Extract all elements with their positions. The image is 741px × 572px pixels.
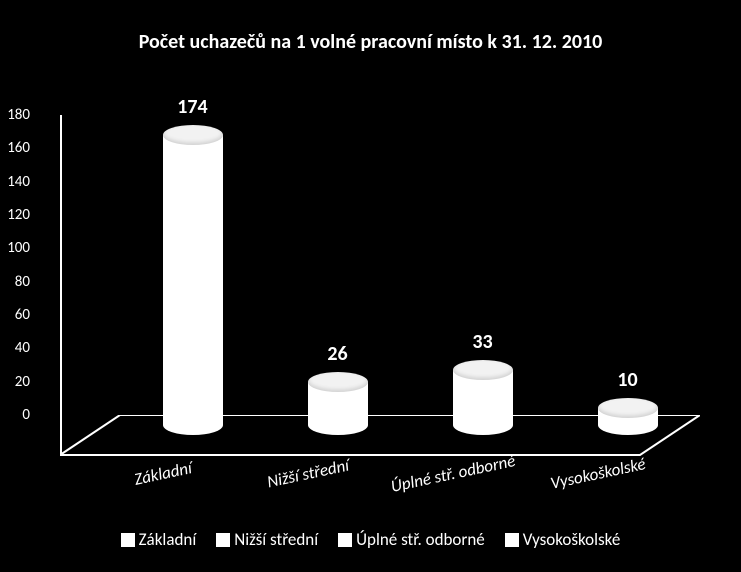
- legend-item: Vysokoškolské: [505, 529, 621, 550]
- legend-marker-icon: [505, 533, 519, 547]
- bar-cylinder: [598, 398, 658, 435]
- chart-plot-area: 174263310: [60, 115, 700, 455]
- legend-label: Vysokoškolské: [523, 529, 621, 550]
- legend-marker-icon: [216, 533, 230, 547]
- bar-cylinder: [453, 360, 513, 435]
- y-tick-label: 60: [2, 306, 30, 324]
- legend-label: Úplné stř. odborné: [356, 529, 485, 550]
- y-axis-line: [60, 115, 62, 455]
- legend-item: Nižší střední: [216, 529, 318, 550]
- bar-value-label: 10: [588, 368, 668, 392]
- bar-value-label: 174: [153, 95, 233, 119]
- y-tick-label: 120: [2, 206, 30, 224]
- bar-cylinder: [308, 372, 368, 435]
- bar-value-label: 26: [298, 342, 378, 366]
- legend-item: Úplné stř. odborné: [338, 529, 485, 550]
- y-tick-label: 80: [2, 273, 30, 291]
- legend-item: Základní: [121, 529, 197, 550]
- y-tick-label: 140: [2, 173, 30, 191]
- y-tick-label: 40: [2, 339, 30, 357]
- legend-marker-icon: [121, 533, 135, 547]
- legend-label: Nižší střední: [234, 529, 318, 550]
- y-tick-label: 20: [2, 373, 30, 391]
- chart-title: Počet uchazečů na 1 volné pracovní místo…: [0, 30, 741, 54]
- legend: Základní Nižší střední Úplné stř. odborné V…: [0, 529, 741, 550]
- y-tick-label: 0: [2, 406, 30, 424]
- y-tick-label: 180: [2, 106, 30, 124]
- legend-marker-icon: [338, 533, 352, 547]
- y-tick-label: 100: [2, 239, 30, 257]
- legend-label: Základní: [139, 529, 197, 550]
- bar-value-label: 33: [443, 330, 523, 354]
- y-tick-label: 160: [2, 139, 30, 157]
- bar-cylinder: [163, 125, 223, 435]
